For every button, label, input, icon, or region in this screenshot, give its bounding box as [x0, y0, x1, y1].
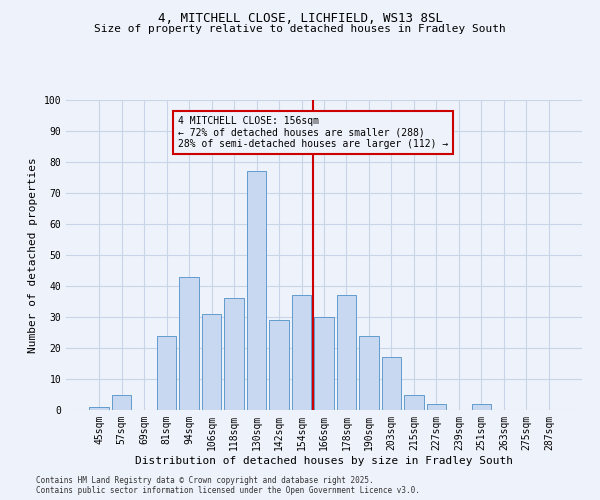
- Bar: [89, 407, 109, 410]
- Text: Contains HM Land Registry data © Crown copyright and database right 2025.: Contains HM Land Registry data © Crown c…: [36, 476, 374, 485]
- Bar: [112, 394, 131, 410]
- Bar: [179, 276, 199, 410]
- Bar: [359, 336, 379, 410]
- Bar: [314, 317, 334, 410]
- Bar: [404, 394, 424, 410]
- Text: Contains public sector information licensed under the Open Government Licence v3: Contains public sector information licen…: [36, 486, 420, 495]
- Text: Size of property relative to detached houses in Fradley South: Size of property relative to detached ho…: [94, 24, 506, 34]
- Bar: [382, 358, 401, 410]
- Bar: [247, 172, 266, 410]
- Text: 4 MITCHELL CLOSE: 156sqm
← 72% of detached houses are smaller (288)
28% of semi-: 4 MITCHELL CLOSE: 156sqm ← 72% of detach…: [178, 116, 448, 148]
- Bar: [427, 404, 446, 410]
- Bar: [292, 296, 311, 410]
- Bar: [157, 336, 176, 410]
- Text: 4, MITCHELL CLOSE, LICHFIELD, WS13 8SL: 4, MITCHELL CLOSE, LICHFIELD, WS13 8SL: [157, 12, 443, 26]
- Bar: [472, 404, 491, 410]
- Bar: [269, 320, 289, 410]
- Bar: [337, 296, 356, 410]
- Bar: [202, 314, 221, 410]
- Y-axis label: Number of detached properties: Number of detached properties: [28, 157, 38, 353]
- Bar: [224, 298, 244, 410]
- X-axis label: Distribution of detached houses by size in Fradley South: Distribution of detached houses by size …: [135, 456, 513, 466]
